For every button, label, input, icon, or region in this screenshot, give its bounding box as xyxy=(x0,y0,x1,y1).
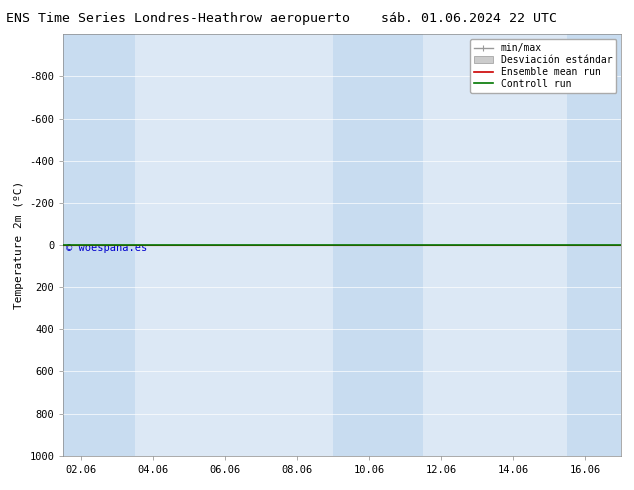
Legend: min/max, Desviación estándar, Ensemble mean run, Controll run: min/max, Desviación estándar, Ensemble m… xyxy=(470,39,616,93)
Y-axis label: Temperature 2m (ºC): Temperature 2m (ºC) xyxy=(14,181,24,309)
Text: © woespana.es: © woespana.es xyxy=(66,243,148,253)
Text: ENS Time Series Londres-Heathrow aeropuerto: ENS Time Series Londres-Heathrow aeropue… xyxy=(6,12,349,25)
Bar xyxy=(567,34,634,456)
Text: sáb. 01.06.2024 22 UTC: sáb. 01.06.2024 22 UTC xyxy=(381,12,557,25)
Bar xyxy=(333,34,424,456)
Bar xyxy=(63,34,136,456)
